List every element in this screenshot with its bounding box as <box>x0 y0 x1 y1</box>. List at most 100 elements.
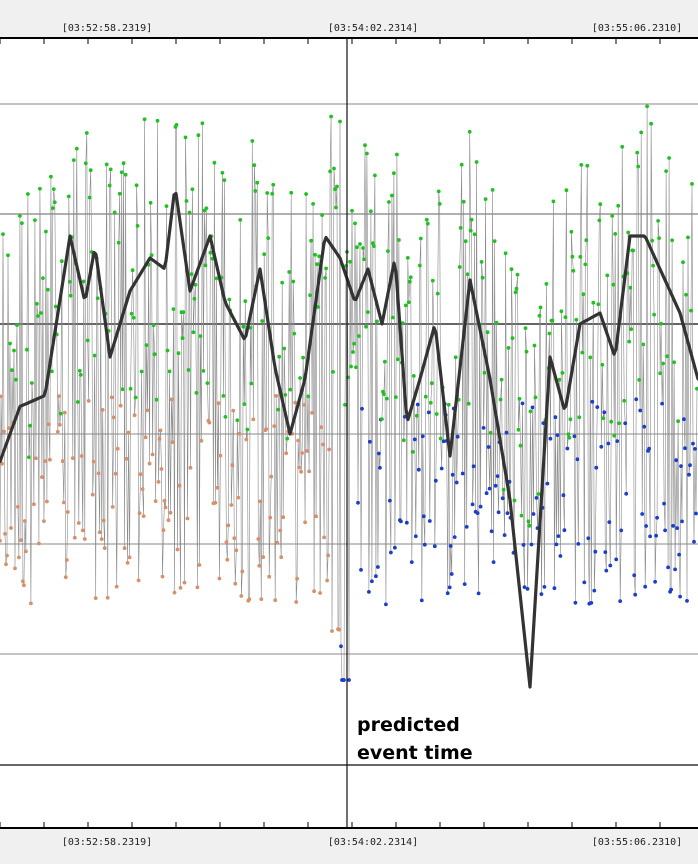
scatter-point <box>653 579 657 584</box>
scatter-point <box>612 433 617 438</box>
scatter-point <box>395 152 399 157</box>
scatter-point <box>648 534 652 539</box>
scatter-point <box>613 232 618 236</box>
scatter-point <box>551 199 556 204</box>
scatter-point <box>614 557 619 562</box>
scatter-point <box>592 588 597 593</box>
scatter-point <box>308 293 312 298</box>
scatter-point <box>151 323 156 328</box>
scatter-point <box>418 236 423 241</box>
scatter-point <box>597 218 602 223</box>
scatter-point <box>148 200 153 205</box>
scatter-point <box>466 401 471 406</box>
scatter-point <box>143 435 148 440</box>
scatter-point <box>49 174 53 179</box>
scatter-point <box>475 511 480 515</box>
scatter-point <box>526 519 531 524</box>
scatter-point <box>525 587 530 591</box>
scatter-point <box>422 542 427 547</box>
scatter-point <box>303 520 307 525</box>
scatter-point <box>676 419 680 424</box>
scatter-point <box>70 456 75 460</box>
scatter-point <box>131 315 136 320</box>
scatter-point <box>458 226 463 230</box>
scatter-point <box>575 457 580 462</box>
scatter-point <box>233 581 238 586</box>
scatter-point <box>691 441 695 446</box>
scatter-point <box>672 360 676 365</box>
scatter-point <box>417 263 422 268</box>
scatter-point <box>503 251 508 256</box>
scatter-point <box>534 496 539 500</box>
scatter-point <box>544 282 549 286</box>
scatter-point <box>594 465 599 470</box>
scatter-point <box>432 544 437 549</box>
scatter-point <box>643 584 648 589</box>
scatter-point <box>349 364 353 369</box>
scatter-point <box>101 518 106 523</box>
scatter-point <box>476 591 481 596</box>
scatter-point <box>436 189 441 194</box>
scatter-point <box>92 353 97 358</box>
scatter-point <box>486 445 491 449</box>
scatter-point <box>0 394 3 399</box>
scatter-point <box>309 238 313 243</box>
scatter-point <box>689 308 693 313</box>
scatter-point <box>490 188 495 192</box>
scatter-point <box>301 355 305 360</box>
scatter-point <box>537 313 542 318</box>
scatter-point <box>194 391 199 395</box>
scatter-point <box>393 545 397 550</box>
scatter-point <box>364 324 368 329</box>
scatter-point <box>121 161 126 166</box>
scatter-point <box>611 282 616 287</box>
scatter-point <box>633 592 638 597</box>
scatter-point <box>617 421 622 426</box>
scatter-point <box>100 408 105 412</box>
scatter-point <box>334 205 338 210</box>
scatter-point <box>123 172 128 177</box>
scatter-point <box>460 471 465 476</box>
scatter-point <box>558 554 563 558</box>
scatter-point <box>666 565 670 570</box>
scatter-point <box>277 354 282 359</box>
scatter-point <box>482 370 487 375</box>
scatter-point <box>281 515 286 520</box>
scatter-point <box>438 436 443 441</box>
scatter-point <box>55 429 60 434</box>
scatter-point <box>80 528 85 533</box>
scatter-point <box>387 200 391 204</box>
scatter-point <box>637 378 642 382</box>
scatter-point <box>600 362 605 367</box>
scatter-point <box>38 186 42 191</box>
scatter-point <box>231 408 236 413</box>
scatter-point <box>297 465 301 470</box>
scatter-point <box>447 585 452 590</box>
scatter-point <box>71 158 76 163</box>
scatter-point <box>388 498 392 503</box>
scatter-point <box>175 547 180 552</box>
scatter-point <box>47 422 51 427</box>
scatter-point <box>337 627 341 632</box>
scatter-point <box>356 500 360 505</box>
scatter-point <box>644 524 648 528</box>
scatter-point <box>577 415 582 420</box>
scatter-point <box>450 472 455 477</box>
scatter-point <box>104 162 109 167</box>
scatter-point <box>624 491 629 496</box>
scatter-point <box>191 330 196 335</box>
scatter-point <box>229 503 234 507</box>
scatter-point <box>579 163 584 167</box>
scatter-point <box>675 526 679 530</box>
scatter-point <box>386 249 390 254</box>
scatter-point <box>632 573 637 578</box>
scatter-point <box>236 495 241 500</box>
scatter-point <box>576 542 581 546</box>
scatter-point <box>376 565 380 569</box>
scatter-point <box>487 486 492 491</box>
scatter-point <box>471 464 476 469</box>
scatter-point <box>113 471 118 476</box>
scatter-point <box>650 238 654 243</box>
scatter-point <box>610 214 615 218</box>
scatter-point <box>201 369 206 373</box>
